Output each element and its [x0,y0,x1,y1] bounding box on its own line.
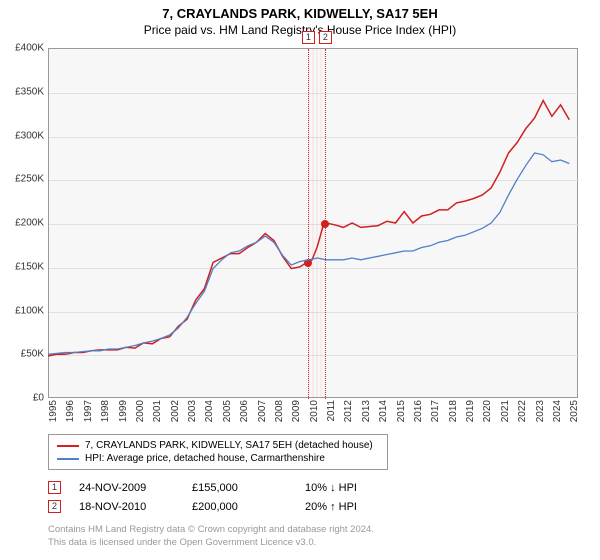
chart-title: 7, CRAYLANDS PARK, KIDWELLY, SA17 5EH [0,0,600,21]
x-axis-label: 2001 [152,400,163,422]
transaction-marker: 2 [48,500,61,513]
x-axis-label: 2005 [222,400,233,422]
y-axis-label: £50K [21,349,44,360]
transaction-marker: 1 [302,31,315,44]
x-axis-label: 2024 [552,400,563,422]
transaction-date: 24-NOV-2009 [79,482,174,494]
transaction-date: 18-NOV-2010 [79,501,174,513]
transaction-row: 1 24-NOV-2009 £155,000 10% ↓ HPI [48,478,400,497]
x-axis-label: 2008 [274,400,285,422]
x-axis-label: 1995 [48,400,59,422]
x-axis-label: 2010 [309,400,320,422]
y-axis-label: £0 [33,393,44,404]
x-axis-label: 2017 [430,400,441,422]
x-axis-label: 2019 [465,400,476,422]
legend-label: HPI: Average price, detached house, Carm… [85,453,325,464]
x-axis-label: 2006 [239,400,250,422]
x-axis-label: 2022 [517,400,528,422]
x-axis-label: 2016 [413,400,424,422]
x-axis-label: 2025 [569,400,580,422]
chart-svg [48,48,578,398]
x-axis-label: 2015 [396,400,407,422]
legend-swatch [57,458,79,460]
x-axis-label: 1999 [118,400,129,422]
transaction-delta: 10% ↓ HPI [305,482,400,494]
footnote: Contains HM Land Registry data © Crown c… [48,524,374,550]
x-axis-label: 2003 [187,400,198,422]
footnote-line: This data is licensed under the Open Gov… [48,537,374,550]
y-axis-label: £100K [15,305,44,316]
transaction-marker: 2 [319,31,332,44]
x-axis-label: 1996 [65,400,76,422]
x-axis-label: 2012 [343,400,354,422]
transaction-price: £155,000 [192,482,287,494]
legend-row: 7, CRAYLANDS PARK, KIDWELLY, SA17 5EH (d… [57,439,379,452]
y-axis-label: £400K [15,43,44,54]
y-axis-label: £250K [15,174,44,185]
series-line [48,153,569,354]
x-axis-label: 2007 [257,400,268,422]
x-axis-label: 2009 [291,400,302,422]
transaction-row: 2 18-NOV-2010 £200,000 20% ↑ HPI [48,497,400,516]
x-axis-label: 2018 [448,400,459,422]
y-axis-label: £300K [15,130,44,141]
legend-swatch [57,445,79,447]
x-axis-label: 2021 [500,400,511,422]
y-axis-label: £200K [15,218,44,229]
x-axis-label: 2023 [535,400,546,422]
y-axis-label: £350K [15,86,44,97]
transaction-delta: 20% ↑ HPI [305,501,400,513]
transaction-price: £200,000 [192,501,287,513]
x-axis-label: 1997 [83,400,94,422]
transaction-marker: 1 [48,481,61,494]
legend-row: HPI: Average price, detached house, Carm… [57,452,379,465]
footnote-line: Contains HM Land Registry data © Crown c… [48,524,374,537]
y-axis-label: £150K [15,261,44,272]
series-line [48,101,569,357]
chart-subtitle: Price paid vs. HM Land Registry's House … [0,21,600,37]
x-axis-label: 2004 [204,400,215,422]
x-axis-label: 2013 [361,400,372,422]
x-axis-label: 2000 [135,400,146,422]
x-axis-label: 2011 [326,400,337,422]
transaction-table: 1 24-NOV-2009 £155,000 10% ↓ HPI 2 18-NOV-201… [48,478,400,516]
x-axis-label: 2002 [170,400,181,422]
x-axis-label: 2020 [482,400,493,422]
legend: 7, CRAYLANDS PARK, KIDWELLY, SA17 5EH (d… [48,434,388,470]
legend-label: 7, CRAYLANDS PARK, KIDWELLY, SA17 5EH (d… [85,440,373,451]
x-axis-label: 2014 [378,400,389,422]
chart-area: 12 £0£50K£100K£150K£200K£250K£300K£350K£… [48,48,578,398]
x-axis-label: 1998 [100,400,111,422]
